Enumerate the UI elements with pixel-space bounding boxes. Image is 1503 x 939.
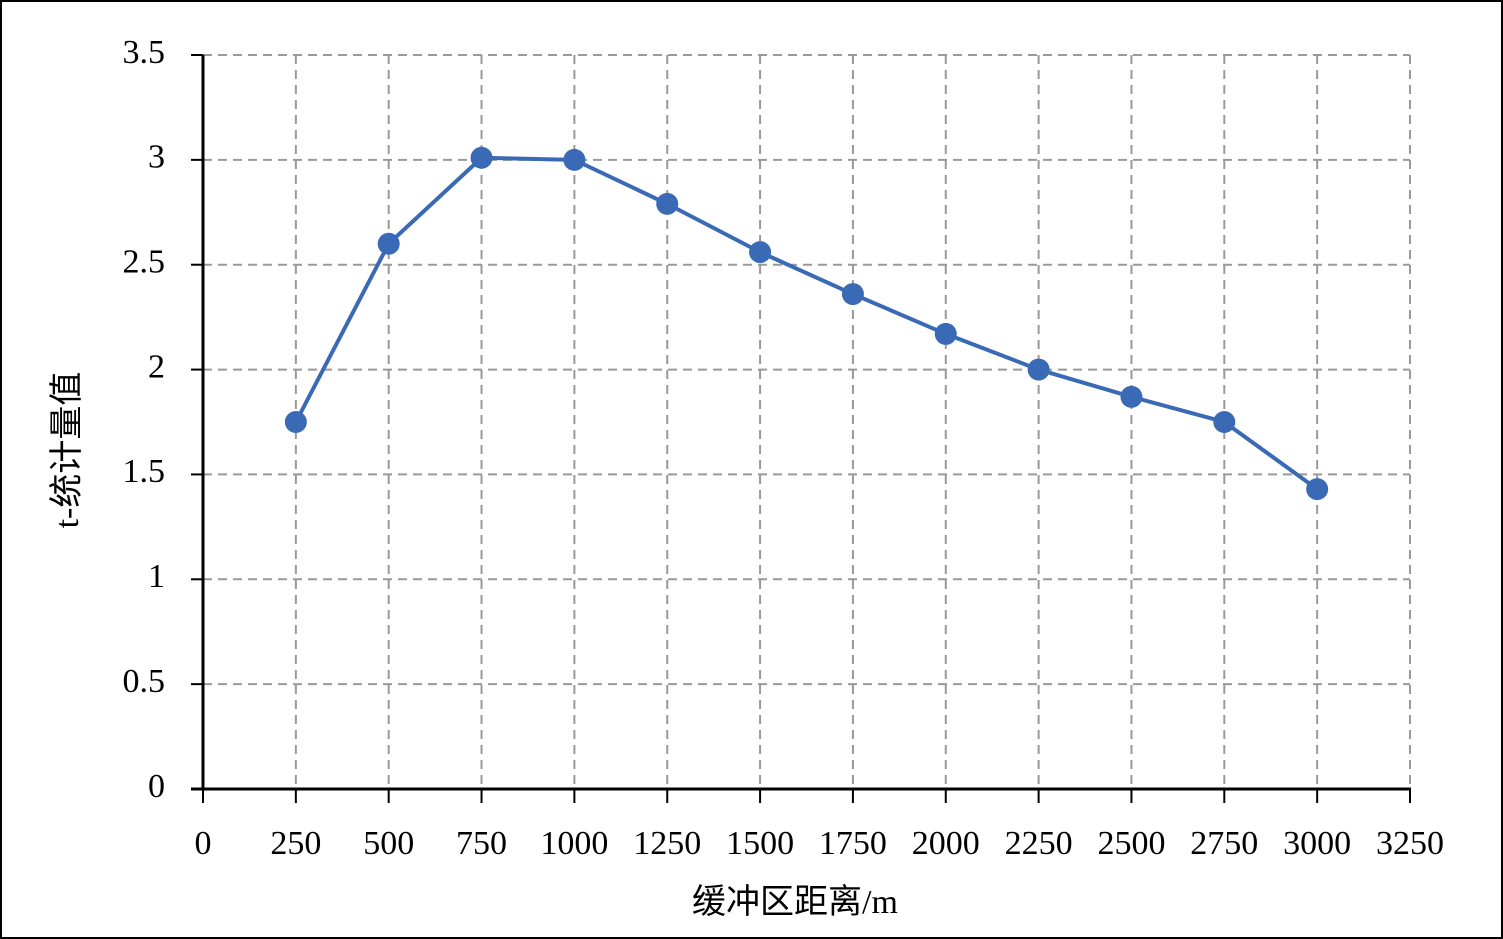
x-tick-label: 1000 bbox=[540, 825, 608, 862]
data-line bbox=[294, 155, 1319, 491]
y-tick-label: 2.5 bbox=[123, 244, 166, 281]
x-tick-label: 3000 bbox=[1283, 825, 1351, 862]
data-point bbox=[841, 283, 864, 306]
data-point bbox=[1306, 478, 1329, 501]
x-tick-label: 0 bbox=[195, 825, 212, 862]
x-axis-label: 缓冲区距离/m bbox=[692, 883, 898, 921]
y-tick-label: 2 bbox=[148, 348, 165, 385]
data-point bbox=[377, 232, 400, 255]
y-tick-label: 3.5 bbox=[123, 34, 166, 71]
x-tick-label: 500 bbox=[363, 825, 414, 862]
x-tick-label: 2750 bbox=[1190, 825, 1258, 862]
x-tick-label: 3250 bbox=[1376, 825, 1444, 862]
data-point bbox=[934, 322, 957, 345]
y-tick-label: 1.5 bbox=[123, 453, 166, 490]
x-tick-label: 2500 bbox=[1097, 825, 1165, 862]
data-point bbox=[563, 148, 586, 171]
data-point bbox=[1027, 358, 1050, 381]
y-tick-label: 0 bbox=[148, 768, 165, 805]
x-tick-label: 750 bbox=[456, 825, 507, 862]
x-tick-label: 2000 bbox=[912, 825, 980, 862]
x-tick-label: 1500 bbox=[726, 825, 794, 862]
x-tick-label: 1250 bbox=[633, 825, 701, 862]
y-tick-label: 0.5 bbox=[123, 663, 166, 700]
y-tick-label: 1 bbox=[148, 558, 165, 595]
x-tick-label: 2250 bbox=[1005, 825, 1073, 862]
data-point bbox=[284, 411, 307, 433]
data-point bbox=[1213, 411, 1236, 433]
data-point bbox=[470, 146, 493, 169]
y-tick-label: 3 bbox=[148, 139, 165, 176]
data-point bbox=[656, 192, 679, 215]
x-tick-label: 250 bbox=[270, 825, 321, 862]
data-point bbox=[1120, 385, 1143, 408]
data-point bbox=[749, 241, 772, 264]
y-axis-label: t-统计量值 bbox=[48, 372, 86, 529]
x-tick-label: 1750 bbox=[819, 825, 887, 862]
